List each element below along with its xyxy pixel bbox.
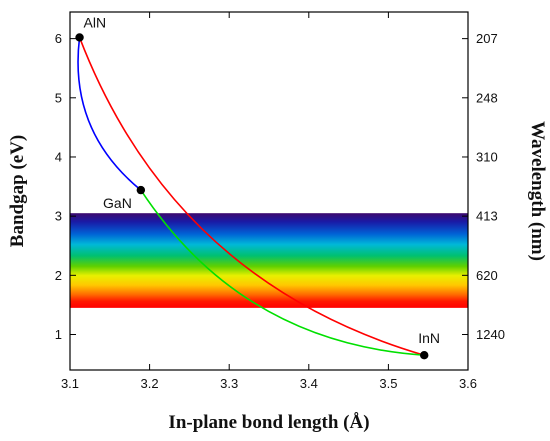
y2-tick-label: 310 [476,149,498,164]
y-axis-title: Bandgap (eV) [7,135,28,247]
x-tick-label: 3.6 [459,376,477,391]
x-tick-label: 3.2 [141,376,159,391]
series-line-aln-gan [77,37,142,191]
y-tick-label: 6 [55,31,62,46]
visible-spectrum-band [70,213,468,308]
point-aln [75,33,84,42]
y-tick-label: 2 [55,268,62,283]
y-tick-label: 1 [55,327,62,342]
plot-frame [69,11,469,371]
x-axis-title: In-plane bond length (Å) [168,412,369,433]
series-line-aln-inn [78,37,425,356]
y2-tick-label: 1240 [476,327,505,342]
point-label-aln: AlN [84,14,107,30]
series-line-gan-inn [140,189,425,357]
x-tick-label: 3.1 [61,376,79,391]
y-tick-label: 4 [55,149,62,164]
y2-tick-label: 413 [476,209,498,224]
y2-tick-label: 248 [476,90,498,105]
y-tick-label: 3 [55,209,62,224]
points-group: AlN GaN InN [75,14,440,360]
y2-tick-label: 207 [476,31,498,46]
point-gan [136,185,146,195]
y2-tick-label: 620 [476,268,498,283]
x-tick-label: 3.3 [220,376,238,391]
ticks-group: 3.1 3.2 3.3 3.4 3.5 3.6 1 2 3 4 5 6 207 248 310 413 620 1… [55,12,505,391]
point-label-inn: InN [418,330,440,346]
point-label-gan: GaN [103,195,132,211]
point-inn [420,351,429,360]
curves-group [77,37,425,357]
x-tick-label: 3.5 [379,376,397,391]
y-tick-label: 5 [55,90,62,105]
x-tick-label: 3.4 [300,376,318,391]
y2-axis-title: Wavelength (nm) [527,121,548,261]
